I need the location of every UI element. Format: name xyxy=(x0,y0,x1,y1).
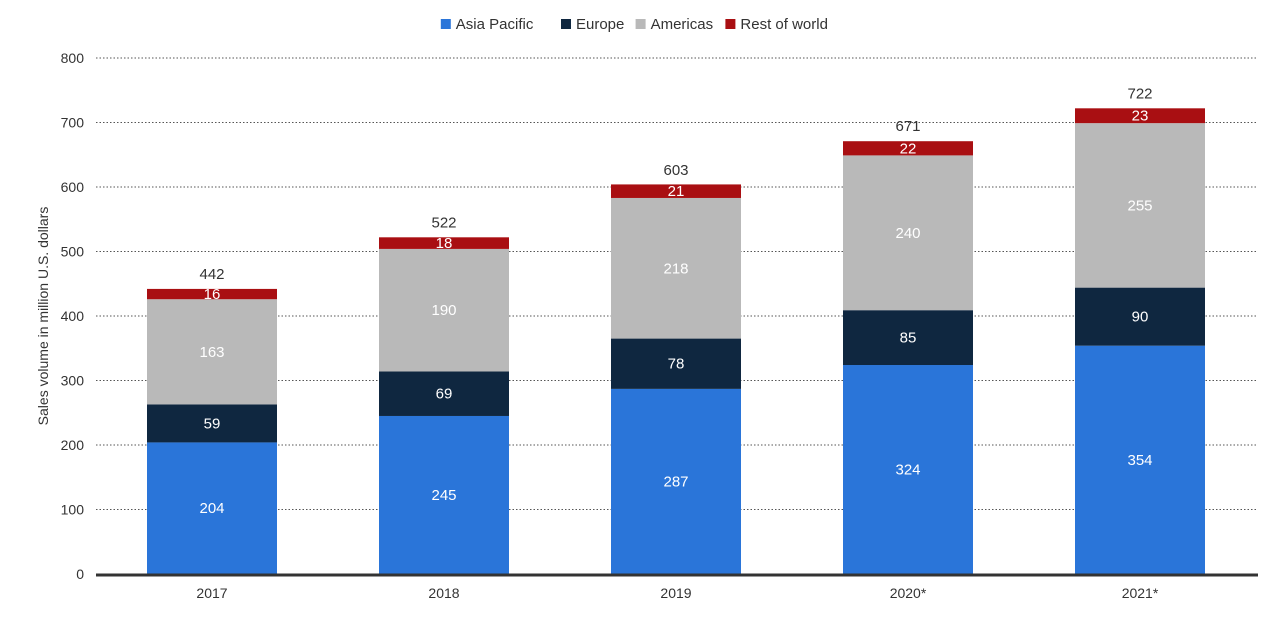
legend: Asia Pacific Europe Americas Rest of world xyxy=(440,16,828,33)
y-tick-200: 200 xyxy=(61,437,85,453)
y-tick-500: 500 xyxy=(61,244,85,260)
data-label-americas-2017: 163 xyxy=(199,344,224,361)
y-tick-300: 300 xyxy=(61,373,85,389)
bar-rest-of-world-2019 xyxy=(611,184,741,198)
data-label-asia-pacific-2021: 354 xyxy=(1127,452,1152,469)
data-label-rest-of-world-2018: 18 xyxy=(436,235,453,252)
x-tick-2021: 2021* xyxy=(1122,585,1159,601)
legend-label-americas: Americas xyxy=(651,16,714,33)
bar-asia-pacific-2018 xyxy=(379,415,509,574)
bars: 204 59 163 16 442 245 69 190 18 522 287 78 218 21 603 3… xyxy=(147,85,1205,574)
total-label-2019: 603 xyxy=(663,162,688,179)
data-label-asia-pacific-2020: 324 xyxy=(895,462,920,479)
legend-label-europe: Europe xyxy=(576,16,624,33)
data-label-americas-2020: 240 xyxy=(895,225,920,242)
legend-swatch-asia-pacific xyxy=(440,19,451,29)
total-label-2020: 671 xyxy=(895,118,920,135)
x-tick-2018: 2018 xyxy=(428,585,459,601)
data-label-americas-2018: 190 xyxy=(431,302,456,319)
y-tick-800: 800 xyxy=(61,50,85,66)
bar-rest-of-world-2018 xyxy=(379,237,509,249)
y-axis-label: Sales volume in million U.S. dollars xyxy=(35,207,51,426)
bar-americas-2018 xyxy=(379,248,509,372)
data-label-asia-pacific-2017: 204 xyxy=(199,500,224,517)
bar-asia-pacific-2020 xyxy=(843,365,973,574)
bar-group-2017: 204 59 163 16 442 xyxy=(147,266,277,574)
data-label-europe-2019: 78 xyxy=(668,356,685,373)
data-label-europe-2021: 90 xyxy=(1132,309,1149,326)
data-label-asia-pacific-2018: 245 xyxy=(431,487,456,504)
bar-europe-2017 xyxy=(147,404,277,443)
y-tick-0: 0 xyxy=(76,566,84,582)
data-label-europe-2018: 69 xyxy=(436,386,453,403)
bar-group-2018: 245 69 190 18 522 xyxy=(379,214,509,574)
bar-group-2021: 354 90 255 23 722 xyxy=(1075,85,1205,574)
total-label-2017: 442 xyxy=(199,266,224,283)
y-tick-100: 100 xyxy=(61,502,85,518)
bar-americas-2020 xyxy=(843,155,973,311)
legend-item-americas[interactable]: Americas xyxy=(635,16,714,33)
x-axis-labels: 2017 2018 2019 2020* 2021* xyxy=(196,585,1158,601)
bar-europe-2018 xyxy=(379,371,509,416)
legend-swatch-rest-of-world xyxy=(725,19,736,29)
bar-asia-pacific-2019 xyxy=(611,388,741,574)
bar-rest-of-world-2020 xyxy=(843,141,973,156)
bar-rest-of-world-2017 xyxy=(147,288,277,300)
x-tick-2019: 2019 xyxy=(660,585,691,601)
y-tick-600: 600 xyxy=(61,179,85,195)
bar-europe-2021 xyxy=(1075,287,1205,346)
bar-asia-pacific-2017 xyxy=(147,442,277,574)
y-tick-400: 400 xyxy=(61,308,85,324)
bar-group-2019: 287 78 218 21 603 xyxy=(611,162,741,574)
data-label-rest-of-world-2021: 23 xyxy=(1132,108,1149,125)
bar-group-2020: 324 85 240 22 671 xyxy=(843,118,973,574)
legend-item-europe[interactable]: Europe xyxy=(561,16,624,33)
legend-swatch-europe xyxy=(561,19,571,29)
data-label-asia-pacific-2019: 287 xyxy=(663,473,688,490)
data-label-rest-of-world-2017: 16 xyxy=(204,286,221,303)
bar-europe-2019 xyxy=(611,338,741,389)
data-label-rest-of-world-2020: 22 xyxy=(900,140,917,157)
data-label-europe-2017: 59 xyxy=(204,415,221,432)
bar-americas-2019 xyxy=(611,197,741,339)
legend-swatch-americas xyxy=(635,19,646,29)
total-label-2021: 722 xyxy=(1127,85,1152,102)
legend-label-asia-pacific: Asia Pacific xyxy=(456,16,534,33)
bar-europe-2020 xyxy=(843,310,973,366)
data-label-rest-of-world-2019: 21 xyxy=(668,183,685,200)
legend-item-asia-pacific[interactable]: Asia Pacific xyxy=(440,16,534,33)
legend-label-rest-of-world: Rest of world xyxy=(740,16,828,33)
total-label-2018: 522 xyxy=(431,214,456,231)
legend-item-rest-of-world[interactable]: Rest of world xyxy=(725,16,828,33)
y-axis-ticks: 0 100 200 300 400 500 600 700 800 xyxy=(61,50,85,582)
bar-asia-pacific-2021 xyxy=(1075,345,1205,574)
bar-americas-2017 xyxy=(147,299,277,405)
y-tick-700: 700 xyxy=(61,115,85,131)
data-label-americas-2019: 218 xyxy=(663,260,688,277)
x-tick-2017: 2017 xyxy=(196,585,227,601)
data-label-americas-2021: 255 xyxy=(1127,197,1152,214)
bar-rest-of-world-2021 xyxy=(1075,108,1205,124)
data-label-europe-2020: 85 xyxy=(900,330,917,347)
bar-americas-2021 xyxy=(1075,123,1205,288)
x-tick-2020: 2020* xyxy=(890,585,927,601)
